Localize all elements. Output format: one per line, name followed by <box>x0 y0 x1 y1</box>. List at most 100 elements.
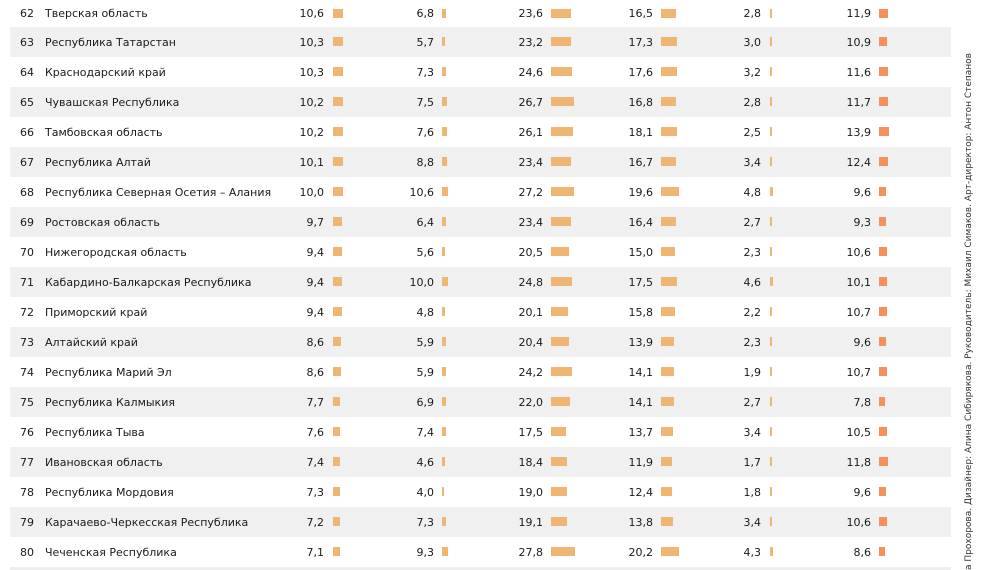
value-label: 1,9 <box>743 365 762 379</box>
value-bar <box>770 487 772 496</box>
row-rank: 66 <box>20 125 34 139</box>
value-label: 8,6 <box>853 545 872 559</box>
value-label: 4,6 <box>743 275 762 289</box>
value-label: 7,8 <box>853 395 872 409</box>
value-label: 19,6 <box>628 185 654 199</box>
value-label: 4,8 <box>743 185 762 199</box>
value-bar <box>661 307 676 316</box>
value-label: 17,6 <box>628 65 654 79</box>
value-bar <box>879 367 888 376</box>
value-bar <box>333 457 341 466</box>
value-label: 16,5 <box>628 7 654 20</box>
table-row: 75 Республика Калмыкия 7,7 6,9 22,0 14,1 2,7 7,… <box>10 387 951 417</box>
value-label: 13,8 <box>628 515 654 529</box>
table-row: 65 Чувашская Республика 10,2 7,5 26,7 16,8 2,8… <box>10 87 951 117</box>
value-label: 7,2 <box>306 515 325 529</box>
table-row: 62 Тверская область 10,6 6,8 23,6 16,5 2,8 11,9 <box>10 0 951 27</box>
value-bar <box>770 127 772 136</box>
value-label: 18,1 <box>628 125 654 139</box>
value-bar <box>442 547 448 556</box>
value-bar <box>661 487 673 496</box>
value-bar <box>770 367 772 376</box>
table-row: 79 Карачаево-Черкесская Республика 7,2 7,3 1… <box>10 507 951 537</box>
table-row: 64 Краснодарский край 10,3 7,3 24,6 17,6 3,2 11… <box>10 57 951 87</box>
value-label: 10,6 <box>299 7 325 20</box>
table-row: 80 Чеченская Республика 7,1 9,3 27,8 20,2 4,3 8… <box>10 537 951 567</box>
value-label: 3,4 <box>743 425 762 439</box>
value-label: 10,6 <box>409 185 435 199</box>
value-label: 2,8 <box>743 7 762 20</box>
value-label: 10,7 <box>846 305 872 319</box>
value-label: 9,3 <box>853 215 872 229</box>
row-rank: 62 <box>20 7 34 20</box>
row-region: Чеченская Республика <box>45 545 177 559</box>
value-label: 10,0 <box>299 185 325 199</box>
value-label: 6,4 <box>416 215 435 229</box>
value-bar <box>661 517 674 526</box>
value-label: 12,4 <box>846 155 872 169</box>
value-bar <box>333 337 342 346</box>
value-label: 13,9 <box>846 125 872 139</box>
value-bar <box>661 127 678 136</box>
value-label: 12,4 <box>628 485 654 499</box>
value-label: 7,4 <box>416 425 435 439</box>
value-bar <box>442 487 445 496</box>
value-label: 5,9 <box>416 365 435 379</box>
value-label: 24,2 <box>518 365 544 379</box>
value-bar <box>333 127 343 136</box>
value-bar <box>442 67 447 76</box>
value-bar <box>333 547 340 556</box>
value-bar <box>551 547 575 556</box>
value-label: 6,9 <box>416 395 435 409</box>
value-label: 3,2 <box>743 65 762 79</box>
value-label: 10,1 <box>299 155 325 169</box>
value-label: 8,8 <box>416 155 435 169</box>
table-row: 68 Республика Северная Осетия – Алания 10,… <box>10 177 951 207</box>
value-bar <box>333 367 342 376</box>
value-label: 20,1 <box>518 305 544 319</box>
value-bar <box>442 307 445 316</box>
value-label: 13,7 <box>628 425 654 439</box>
value-bar <box>333 187 343 196</box>
value-bar <box>879 97 888 106</box>
value-label: 20,4 <box>518 335 544 349</box>
value-bar <box>333 97 343 106</box>
value-bar <box>442 97 447 106</box>
table-bottom-divider <box>10 567 951 570</box>
value-bar <box>661 37 677 46</box>
value-bar <box>333 397 341 406</box>
table-row: 70 Нижегородская область 9,4 5,6 20,5 15,0 2,3… <box>10 237 951 267</box>
value-label: 2,5 <box>743 125 762 139</box>
value-label: 2,8 <box>743 95 762 109</box>
row-rank: 77 <box>20 455 34 469</box>
value-label: 16,4 <box>628 215 654 229</box>
row-region: Республика Мордовия <box>45 485 174 499</box>
row-region: Республика Калмыкия <box>45 395 175 409</box>
value-label: 11,7 <box>846 95 872 109</box>
value-bar <box>442 457 445 466</box>
value-label: 17,5 <box>628 275 654 289</box>
value-label: 13,9 <box>628 335 654 349</box>
value-bar <box>442 37 446 46</box>
row-region: Ростовская область <box>45 215 160 229</box>
value-bar <box>442 427 447 436</box>
value-bar <box>879 547 886 556</box>
table-row: 77 Ивановская область 7,4 4,6 18,4 11,9 1,7 11,… <box>10 447 951 477</box>
table-row: 73 Алтайский край 8,6 5,9 20,4 13,9 2,3 9,6 <box>10 327 951 357</box>
value-label: 10,3 <box>299 35 325 49</box>
value-label: 7,1 <box>306 545 325 559</box>
value-bar <box>770 187 774 196</box>
value-label: 8,6 <box>306 335 325 349</box>
value-label: 22,0 <box>518 395 544 409</box>
value-bar <box>661 337 674 346</box>
value-bar <box>661 547 680 556</box>
row-region: Чувашская Республика <box>45 95 180 109</box>
value-bar <box>879 37 888 46</box>
value-bar <box>879 217 886 226</box>
value-bar <box>442 157 448 166</box>
value-label: 17,5 <box>518 425 544 439</box>
value-bar <box>551 457 567 466</box>
row-region: Республика Алтай <box>45 155 151 169</box>
value-bar <box>879 427 887 436</box>
row-rank: 78 <box>20 485 34 499</box>
